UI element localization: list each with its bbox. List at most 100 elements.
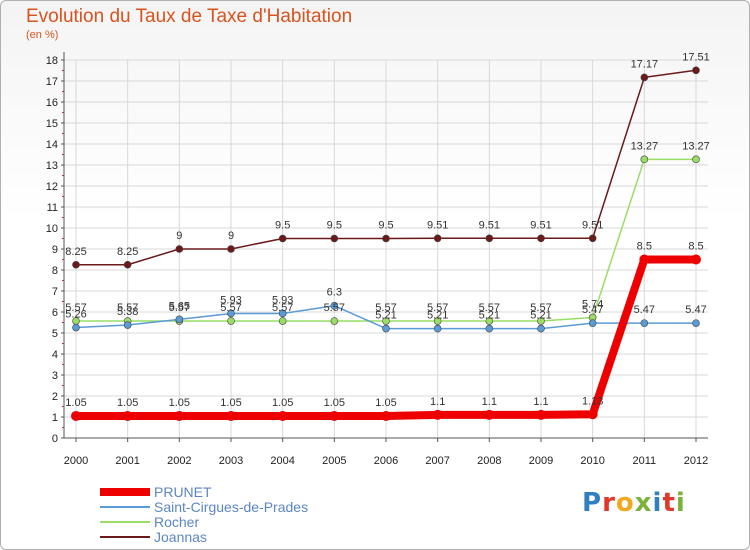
series-point <box>123 260 132 269</box>
data-label: 5.57 <box>220 302 241 314</box>
y-tick-label: 4 <box>52 349 58 361</box>
series-point <box>537 234 545 243</box>
data-label: 9 <box>176 230 182 242</box>
data-labels-layer: 8.25 8.25 9 9 9.5 9.5 9.5 9.51 9.51 9.51 9.51 17.17… <box>65 51 709 409</box>
series-point <box>381 410 391 421</box>
series-point <box>588 234 597 243</box>
series-point <box>227 309 235 318</box>
data-label: 9.51 <box>582 219 603 231</box>
data-label: 9.5 <box>378 220 393 232</box>
y-tick-label: 1 <box>52 412 58 424</box>
data-label: 5.21 <box>427 310 448 322</box>
series-point <box>536 409 546 420</box>
data-label: 8.25 <box>65 246 86 258</box>
x-tick-label: 2003 <box>219 455 243 467</box>
series-point <box>640 155 649 164</box>
y-tick-label: 10 <box>46 223 58 235</box>
brand-letter: r <box>602 488 616 518</box>
y-tick-label: 14 <box>46 139 58 151</box>
y-tick-label: 2 <box>52 391 58 403</box>
x-tick-label: 2004 <box>270 455 294 467</box>
data-label: 17.17 <box>631 58 659 70</box>
x-tick-label: 2007 <box>425 455 449 467</box>
series-point <box>433 324 442 333</box>
series-point <box>330 317 339 325</box>
y-tick-label: 16 <box>46 97 58 109</box>
data-label: 5.57 <box>117 302 138 314</box>
series-point <box>640 73 649 82</box>
data-label: 9.51 <box>530 219 551 231</box>
y-tick-label: 11 <box>47 202 58 214</box>
y-tick-label: 9 <box>52 244 58 256</box>
series-point <box>433 234 442 243</box>
brand-letter: t <box>662 488 676 518</box>
series-point <box>692 155 700 164</box>
data-label: 5.47 <box>634 304 655 316</box>
series-point <box>329 410 340 421</box>
y-tick-label: 7 <box>52 286 58 298</box>
series-point <box>227 245 235 253</box>
x-tick-label: 2012 <box>684 455 708 467</box>
y-tick-label: 5 <box>52 328 58 340</box>
series-point <box>382 317 390 325</box>
series-point <box>330 301 339 310</box>
data-label: 1.05 <box>272 397 293 409</box>
brand-letter: P <box>582 488 603 518</box>
data-label: 6.3 <box>327 287 342 299</box>
data-label: 5.93 <box>272 294 293 306</box>
series-point <box>485 234 494 243</box>
data-label: 5.21 <box>479 310 500 322</box>
data-label: 17.51 <box>682 51 710 63</box>
series-point <box>484 409 495 420</box>
data-label: 1.05 <box>117 397 138 409</box>
y-tick-label: 17 <box>46 76 58 88</box>
legend-label: Rocher <box>154 514 199 530</box>
chart-title: Evolution du Taux de Taxe d'Habitation <box>26 6 353 27</box>
series-point <box>692 319 700 327</box>
series-point <box>72 260 80 269</box>
data-label: 5.47 <box>582 304 603 316</box>
series-point <box>122 410 133 421</box>
x-tick-label: 2005 <box>322 455 346 467</box>
series-point <box>691 254 701 265</box>
brand-logo: Proxiti <box>582 488 686 518</box>
series-point <box>227 317 235 325</box>
data-label: 5.74 <box>582 298 603 310</box>
series-point <box>72 323 80 332</box>
data-label: 1.05 <box>65 397 86 409</box>
data-label: 1.1 <box>430 396 445 408</box>
legend: PRUNETSaint-Cirgues-de-PradesRocherJoann… <box>100 484 308 545</box>
brand-letter: x <box>634 488 653 518</box>
series-point <box>71 410 81 421</box>
data-label: 5.57 <box>530 302 551 314</box>
y-tick-label: 12 <box>46 181 58 193</box>
series-point <box>382 324 390 333</box>
series-point <box>175 245 184 253</box>
data-label: 5.57 <box>324 302 345 314</box>
y-tick-label: 15 <box>46 118 58 130</box>
y-tick-label: 6 <box>52 307 58 319</box>
data-label: 5.26 <box>65 309 86 321</box>
y-tick-label: 0 <box>52 433 58 445</box>
data-label: 5.38 <box>117 306 138 318</box>
series-layer <box>71 66 701 421</box>
legend-label: PRUNET <box>154 484 212 500</box>
legend-label: Joannas <box>154 529 207 545</box>
data-label: 8.25 <box>117 246 138 258</box>
data-label: 5.57 <box>427 302 448 314</box>
grid <box>64 59 708 439</box>
x-tick-label: 2002 <box>167 455 191 467</box>
data-label: 1.1 <box>533 396 548 408</box>
series-point <box>433 317 442 325</box>
data-label: 5.57 <box>272 302 293 314</box>
data-label: 9.51 <box>427 219 448 231</box>
data-label: 1.05 <box>324 397 345 409</box>
series-point <box>537 317 545 325</box>
data-label: 5.57 <box>479 302 500 314</box>
series-point <box>278 317 287 325</box>
data-label: 1.1 <box>482 396 497 408</box>
data-label: 1.13 <box>582 395 603 407</box>
